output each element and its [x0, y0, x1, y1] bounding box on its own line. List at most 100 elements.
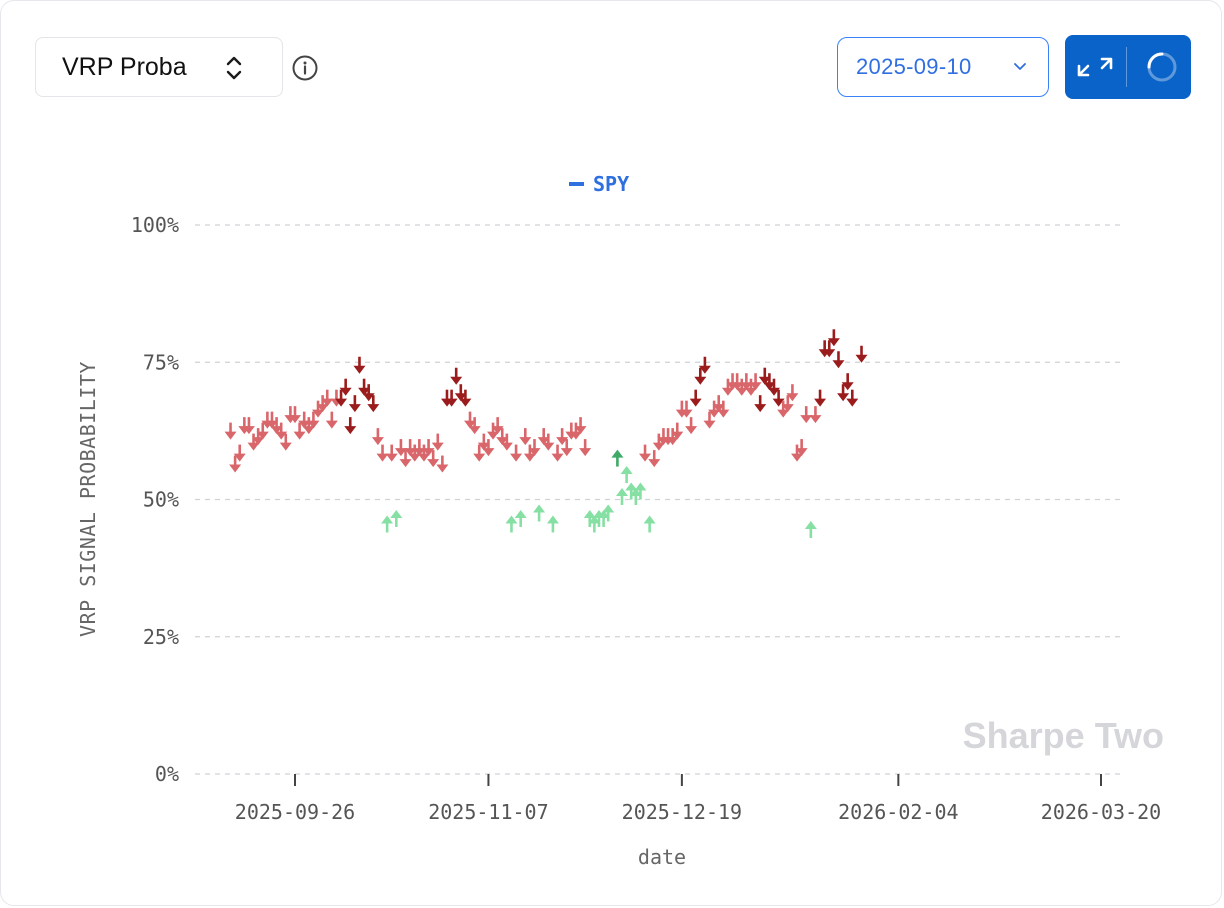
down-arrow-marker [367, 395, 380, 413]
marker-head [602, 504, 615, 513]
x-tick-label: 2026-03-20 [1041, 800, 1161, 824]
down-arrow-marker [786, 384, 799, 402]
metric-select[interactable]: VRP Proba [35, 37, 283, 97]
up-arrow-marker [514, 509, 527, 527]
down-arrow-marker [496, 428, 509, 446]
up-arrow-marker [588, 515, 601, 533]
marker-head [685, 426, 698, 435]
down-arrow-marker [477, 433, 490, 451]
marker-head [275, 431, 288, 440]
down-arrow-marker [560, 439, 573, 457]
marker-head [800, 415, 813, 424]
data-points [224, 329, 868, 538]
marker-head [814, 398, 827, 407]
marker-head [680, 409, 693, 418]
y-tick-label: 100% [131, 213, 179, 237]
down-arrow-marker [454, 384, 467, 402]
gridlines [195, 224, 1125, 775]
marker-head [620, 466, 633, 475]
down-arrow-marker [740, 373, 753, 391]
marker-head [546, 515, 559, 524]
down-arrow-marker [841, 373, 854, 391]
marker-head [390, 509, 403, 518]
marker-head [786, 393, 799, 402]
marker-head [703, 420, 716, 429]
marker-head [841, 382, 854, 391]
down-arrow-marker [855, 345, 868, 363]
up-arrow-marker [634, 482, 647, 500]
info-icon[interactable] [291, 54, 319, 82]
marker-head [413, 448, 426, 457]
down-arrow-marker [252, 428, 265, 446]
marker-head [431, 442, 444, 451]
marker-head [247, 442, 260, 451]
refresh-button[interactable] [1127, 35, 1191, 99]
up-arrow-marker [804, 520, 817, 538]
down-arrow-marker [302, 417, 315, 435]
marker-head [648, 459, 661, 468]
marker-head [233, 453, 246, 462]
marker-head [477, 442, 490, 451]
marker-head [491, 426, 504, 435]
down-arrow-marker [698, 356, 711, 374]
marker-head [671, 431, 684, 440]
up-arrow-marker [602, 504, 615, 522]
down-arrow-marker [247, 433, 260, 451]
down-arrow-marker [579, 439, 592, 457]
marker-head [523, 453, 536, 462]
legend[interactable]: SPY [569, 172, 629, 196]
watermark: Sharpe Two [963, 715, 1164, 756]
up-arrow-marker [390, 509, 403, 527]
down-arrow-marker [846, 389, 859, 407]
down-arrow-marker [731, 373, 744, 391]
down-arrow-marker [542, 433, 555, 451]
down-arrow-marker [298, 411, 311, 429]
marker-head [358, 387, 371, 396]
x-tick-label: 2025-11-07 [428, 800, 548, 824]
up-arrow-marker [611, 449, 624, 467]
down-arrow-marker [427, 450, 440, 468]
down-arrow-marker [523, 444, 536, 462]
marker-head [394, 448, 407, 457]
marker-head [500, 442, 513, 451]
marker-head [450, 376, 463, 385]
down-arrow-marker [335, 389, 348, 407]
up-arrow-marker [546, 515, 559, 533]
marker-head [289, 415, 301, 424]
down-arrow-marker [694, 367, 707, 385]
date-select[interactable]: 2025-09-10 [837, 37, 1049, 97]
marker-head [325, 420, 338, 429]
marker-head [781, 404, 794, 413]
down-arrow-marker [574, 417, 587, 435]
marker-head [302, 426, 315, 435]
marker-head [758, 376, 771, 385]
marker-head [381, 515, 394, 524]
down-arrow-marker [721, 378, 734, 396]
marker-head [625, 482, 638, 491]
expand-button[interactable] [1065, 35, 1125, 99]
marker-head [229, 464, 242, 473]
marker-head [791, 453, 804, 462]
marker-head [717, 409, 730, 418]
marker-head [367, 404, 380, 413]
down-arrow-marker [754, 395, 767, 413]
down-arrow-marker [473, 444, 486, 462]
down-arrow-marker [394, 439, 407, 457]
marker-head [795, 448, 808, 457]
down-arrow-marker [708, 400, 721, 418]
marker-head [252, 437, 265, 446]
down-arrow-marker [500, 433, 513, 451]
marker-head [376, 453, 389, 462]
marker-head [574, 426, 587, 435]
down-arrow-marker [464, 411, 477, 429]
down-arrow-marker [344, 417, 357, 435]
down-arrow-marker [289, 406, 301, 424]
up-arrow-marker [616, 488, 629, 506]
marker-head [855, 354, 868, 363]
marker-head [519, 437, 532, 446]
down-arrow-marker [445, 389, 458, 407]
down-arrow-marker [749, 373, 762, 391]
chart-actions [1065, 35, 1191, 99]
marker-head [408, 453, 421, 462]
